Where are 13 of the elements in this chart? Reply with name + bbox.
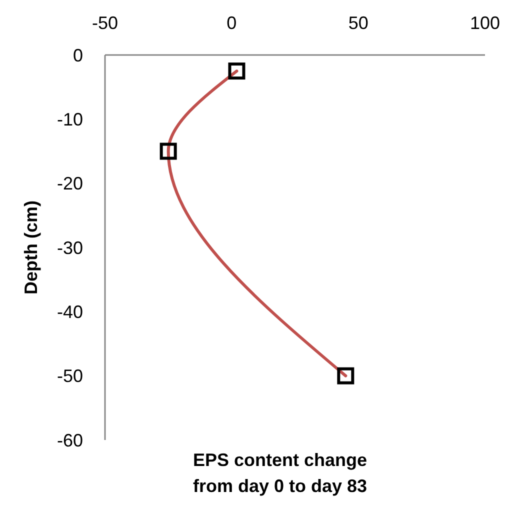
y-axis-title: Depth (cm) [21, 200, 41, 294]
y-tick-label: 0 [72, 45, 83, 66]
x-tick-label: 100 [470, 13, 500, 33]
y-tick-label: -60 [56, 430, 83, 450]
y-tick-label: -10 [56, 109, 83, 130]
x-axis-title: EPS content change from day 0 to day 83 [192, 450, 368, 496]
x-tick-label: -50 [92, 13, 118, 33]
y-tick-label: -50 [56, 366, 83, 386]
y-tick-label: -20 [56, 174, 83, 194]
y-tick-label: -30 [56, 238, 83, 258]
y-tick-label: -40 [56, 302, 83, 322]
x-tick-label: 50 [348, 13, 368, 33]
x-tick-label: 0 [226, 13, 237, 33]
